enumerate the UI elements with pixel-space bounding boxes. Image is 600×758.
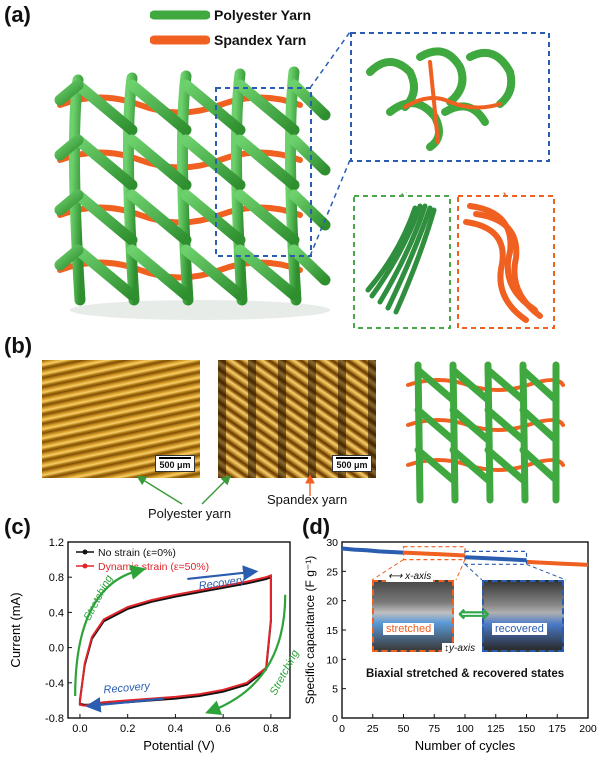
cv-chart: 0.0 0.2 0.4 0.6 0.8 -0.8 -0.4 0.0 0.4 0.8 1.2 Poten…: [8, 537, 300, 753]
recovered-connector-left: [464, 563, 483, 581]
y-tick-label: 1.2: [49, 537, 64, 549]
x-tick-label: 125: [487, 723, 505, 735]
stretching-arrow-right: [205, 594, 287, 716]
y-axis-title: Specific capacitance (F g⁻¹): [303, 556, 317, 704]
series-line-3: [526, 559, 589, 567]
x-axis-title: Number of cycles: [415, 738, 516, 753]
biaxial-caption: Biaxial stretched & recovered states: [366, 668, 565, 680]
spandex-yarn-caption: Spandex yarn: [267, 492, 348, 507]
polyester-scalebar: 500 μm: [155, 455, 195, 472]
y-tick-label: 25: [326, 566, 338, 578]
y-tick-label: 20: [326, 596, 338, 608]
x-tick-label: 150: [518, 723, 536, 735]
panel-a-legend-swatches: [150, 10, 210, 45]
zoom-connector-lines: [309, 31, 351, 257]
double-arrow-icon: ⟺: [458, 601, 490, 626]
legend-marker-0: [82, 549, 88, 555]
recovery-annotation-bottom: Recovery: [103, 680, 152, 696]
y-tick-label: -0.4: [45, 678, 64, 690]
recovered-segment-box: [464, 550, 528, 565]
panel-a-label: (a): [4, 2, 31, 27]
stretched-segment-box: [402, 546, 466, 561]
x-tick-label: 25: [367, 723, 379, 735]
x-tick-label: 0: [339, 723, 345, 735]
spandex-legend-label: Spandex Yarn: [214, 32, 307, 48]
recovered-connector-right: [526, 563, 567, 581]
y-tick-label: 0.8: [49, 572, 64, 584]
legend-label-0: No strain (ε=0%): [98, 547, 176, 559]
zoom-inset-yarn-loops: [350, 32, 550, 162]
y-tick-label: 30: [326, 537, 338, 549]
scalebar-label-2: 500 μm: [336, 460, 368, 470]
x-axis-label: x-axis: [405, 571, 432, 582]
x-tick-label: 75: [428, 723, 440, 735]
x-tick-label: 0.4: [168, 723, 183, 735]
x-tick-label: 0.0: [72, 723, 87, 735]
stretching-arrow-left: [74, 564, 147, 697]
panel-d-label: (d): [302, 514, 331, 539]
x-axis-arrow-label: ⟷ x-axis: [386, 571, 434, 582]
y-tick-label: 5: [332, 684, 338, 696]
y-tick-label: 0.4: [49, 607, 64, 619]
recovery-arrow-top: [187, 565, 259, 581]
y-tick-label: -0.8: [45, 713, 64, 725]
x-tick-label: 0.6: [216, 723, 231, 735]
y-tick-label: 0.0: [49, 643, 64, 655]
x-tick-label: 0.8: [263, 723, 278, 735]
recovery-arrow-bottom: [85, 697, 164, 713]
panel-b-label: (b): [4, 333, 33, 358]
series-line-0: [341, 546, 404, 555]
series-line-1: [403, 550, 466, 558]
recovered-label: recovered: [492, 623, 547, 635]
fiber-bundle-insets: [353, 192, 555, 329]
y-axis-arrow-label: ↕y-axis: [442, 643, 478, 654]
micrograph-arrows: [136, 473, 315, 505]
legend-marker-1: [82, 563, 88, 569]
spandex-scalebar: 500 μm: [332, 455, 372, 472]
stretched-connector-left: [371, 559, 404, 581]
y-axis-label: y-axis: [449, 643, 476, 654]
panel-c-label: (c): [4, 514, 31, 539]
y-tick-label: 10: [326, 654, 338, 666]
stretched-connector-right: [455, 559, 466, 581]
polyester-yarn-caption: Polyester yarn: [148, 506, 232, 521]
x-tick-label: 175: [548, 723, 566, 735]
x-tick-label: 100: [456, 723, 474, 735]
stretched-label: stretched: [383, 623, 435, 635]
recovered-photo: [482, 580, 564, 652]
knit-structure-small: [406, 361, 565, 504]
series-line-2: [464, 555, 527, 563]
x-axis-title: Potential (V): [143, 738, 215, 753]
cycling-chart: 0 25 50 75 100 125 150 175 200 0 5 10 15 20 25 30 Number…: [303, 537, 597, 753]
knit-structure-diagram: [40, 60, 340, 322]
series-line-1: [78, 573, 272, 707]
legend-label-1: Dynamic strain (ε=50%): [98, 561, 209, 573]
x-tick-label: 200: [579, 723, 597, 735]
scale-bar-line-1: [159, 457, 191, 459]
x-tick-label: 50: [398, 723, 410, 735]
y-tick-label: 0: [332, 713, 338, 725]
stretched-photo: [372, 580, 454, 652]
scalebar-label-1: 500 μm: [159, 460, 191, 470]
scale-bar-line-2: [336, 457, 368, 459]
polyester-legend-label: Polyester Yarn: [214, 7, 312, 23]
plot-frame: [67, 541, 291, 719]
x-tick-label: 0.2: [120, 723, 135, 735]
y-axis-title: Current (mA): [8, 592, 23, 667]
y-tick-label: 15: [326, 625, 338, 637]
